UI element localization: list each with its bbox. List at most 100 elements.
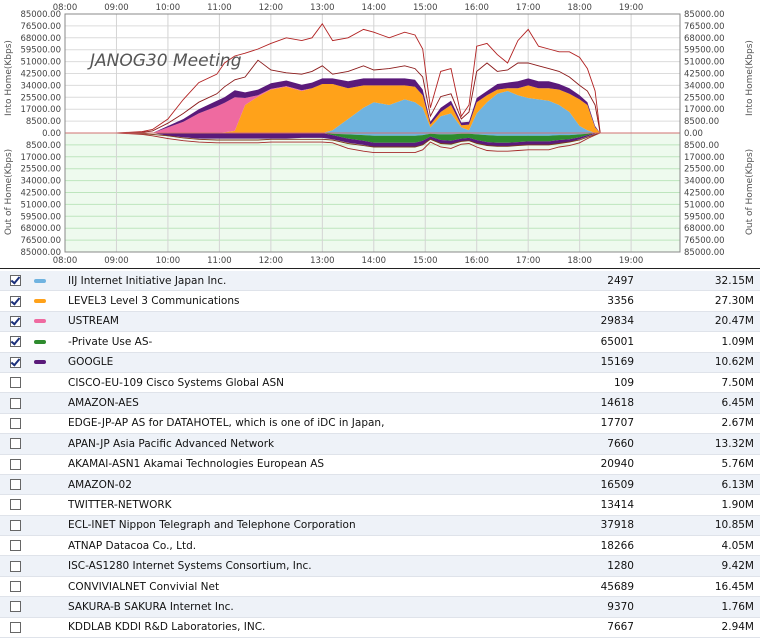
series-color-swatch bbox=[34, 605, 46, 609]
as-row-checkbox[interactable] bbox=[9, 499, 21, 511]
as-row-checkbox[interactable] bbox=[9, 295, 21, 307]
as-row-checkbox[interactable] bbox=[9, 417, 21, 429]
as-traffic-value: 10.85M bbox=[640, 515, 760, 537]
as-number: 109 bbox=[514, 372, 640, 394]
traffic-chart: 08:00 09:00 10:00 11:00 12:00 13:00 14:00 15:00… bbox=[4, 3, 755, 266]
x-ticks-top: 08:00 09:00 10:00 11:00 12:00 13:00 14:00 15:00… bbox=[53, 3, 644, 13]
as-row-checkbox-cell bbox=[0, 617, 30, 638]
as-name: AKAMAI-ASN1 Akamai Technologies European… bbox=[68, 454, 514, 475]
as-row-checkbox[interactable] bbox=[9, 275, 21, 287]
x-tick-label: 09:00 bbox=[104, 256, 129, 266]
as-row-swatch-cell bbox=[30, 454, 68, 475]
as-number: 14618 bbox=[514, 392, 640, 414]
y-tick-label: 25500.00 bbox=[684, 165, 725, 175]
as-row: ECL-INET Nippon Telegraph and Telephone … bbox=[0, 515, 760, 537]
as-row-checkbox[interactable] bbox=[9, 397, 21, 409]
x-tick-label: 13:00 bbox=[310, 256, 335, 266]
as-row-checkbox[interactable] bbox=[9, 519, 21, 531]
into-area-ustream bbox=[65, 84, 680, 133]
as-number: 45689 bbox=[514, 576, 640, 598]
series-color-swatch bbox=[34, 523, 46, 527]
y-tick-label: 59500.00 bbox=[684, 212, 725, 222]
as-row-swatch-cell bbox=[30, 413, 68, 435]
as-name: ISC-AS1280 Internet Systems Consortium, … bbox=[68, 555, 514, 577]
as-row-checkbox[interactable] bbox=[9, 458, 21, 470]
y-tick-label: 25500.00 bbox=[684, 93, 725, 103]
as-traffic-value: 7.50M bbox=[640, 372, 760, 394]
as-row-swatch-cell bbox=[30, 433, 68, 455]
as-row-checkbox[interactable] bbox=[9, 377, 21, 389]
as-name: GOOGLE bbox=[68, 352, 514, 373]
as-row: KDDLAB KDDI R&D Laboratories, INC. 7667 2.… bbox=[0, 617, 760, 638]
x-tick-label: 11:00 bbox=[207, 256, 232, 266]
y-tick-label: 8500.00 bbox=[26, 141, 61, 151]
as-traffic-value: 6.13M bbox=[640, 474, 760, 496]
series-color-swatch bbox=[34, 360, 46, 365]
as-row-checkbox[interactable] bbox=[9, 601, 21, 613]
y-tick-label: 59500.00 bbox=[20, 212, 61, 222]
x-tick-label: 15:00 bbox=[413, 3, 438, 13]
as-row-checkbox[interactable] bbox=[9, 560, 21, 572]
as-traffic-value: 1.90M bbox=[640, 494, 760, 516]
y-tick-label: 34000.00 bbox=[684, 177, 725, 187]
as-row-checkbox-cell bbox=[0, 290, 30, 312]
as-row-checkbox[interactable] bbox=[9, 336, 21, 348]
as-name: TWITTER-NETWORK bbox=[68, 494, 514, 516]
as-name: USTREAM bbox=[68, 311, 514, 333]
x-tick-label: 13:00 bbox=[310, 3, 335, 13]
as-name: IIJ Internet Initiative Japan Inc. bbox=[68, 271, 514, 292]
as-row-checkbox-cell bbox=[0, 352, 30, 373]
series-color-swatch bbox=[34, 421, 46, 425]
as-row-checkbox-cell bbox=[0, 454, 30, 475]
series-color-swatch bbox=[34, 503, 46, 507]
as-row-checkbox-cell bbox=[0, 433, 30, 455]
as-number: 16509 bbox=[514, 474, 640, 496]
as-number: 20940 bbox=[514, 454, 640, 475]
as-traffic-value: 32.15M bbox=[640, 271, 760, 292]
y-tick-label: 85000.00 bbox=[684, 10, 725, 20]
as-row-checkbox[interactable] bbox=[9, 438, 21, 450]
y-tick-label: 8500.00 bbox=[26, 117, 61, 127]
as-row-checkbox[interactable] bbox=[9, 356, 21, 368]
y-tick-label: 17000.00 bbox=[684, 105, 725, 115]
as-number: 17707 bbox=[514, 413, 640, 435]
as-traffic-value: 2.94M bbox=[640, 617, 760, 638]
y-tick-label: 0.00 bbox=[42, 129, 61, 139]
as-row: USTREAM 29834 20.47M bbox=[0, 311, 760, 333]
y-tick-label: 76500.00 bbox=[684, 22, 725, 32]
y-tick-label: 51000.00 bbox=[20, 58, 61, 68]
as-row-checkbox-cell bbox=[0, 372, 30, 394]
y-tick-label: 34000.00 bbox=[20, 81, 61, 91]
as-traffic-value: 20.47M bbox=[640, 311, 760, 333]
as-row-checkbox[interactable] bbox=[9, 581, 21, 593]
as-number: 37918 bbox=[514, 515, 640, 537]
y-tick-label: 8500.00 bbox=[684, 141, 719, 151]
series-color-swatch bbox=[34, 299, 46, 304]
as-row-checkbox[interactable] bbox=[9, 540, 21, 552]
series-color-swatch bbox=[34, 401, 46, 405]
as-row-swatch-cell bbox=[30, 311, 68, 333]
as-traffic-value: 5.76M bbox=[640, 454, 760, 475]
series-color-swatch bbox=[34, 339, 46, 344]
as-row-checkbox[interactable] bbox=[9, 621, 21, 633]
as-row-checkbox[interactable] bbox=[9, 315, 21, 327]
x-tick-label: 19:00 bbox=[619, 3, 644, 13]
as-name: CISCO-EU-109 Cisco Systems Global ASN bbox=[68, 372, 514, 394]
y-tick-label: 51000.00 bbox=[684, 58, 725, 68]
series-color-swatch bbox=[34, 585, 46, 589]
series-color-swatch bbox=[34, 442, 46, 446]
x-tick-label: 12:00 bbox=[259, 3, 284, 13]
y-label-into-left: Into Home(Kbps) bbox=[4, 40, 14, 116]
chart-title: JANOG30 Meeting bbox=[87, 51, 242, 71]
out-area-iij-internet-initiative-japan-inc bbox=[65, 133, 680, 136]
y-label-into-right: Into Home(Kbps) bbox=[745, 40, 755, 116]
x-tick-label: 10:00 bbox=[156, 256, 181, 266]
as-traffic-value: 2.67M bbox=[640, 413, 760, 435]
y-tick-label: 68000.00 bbox=[20, 224, 61, 234]
as-name: AMAZON-AES bbox=[68, 392, 514, 414]
as-row-checkbox[interactable] bbox=[9, 479, 21, 491]
x-tick-label: 08:00 bbox=[53, 3, 78, 13]
as-row: AMAZON-AES 14618 6.45M bbox=[0, 392, 760, 414]
as-number: 1280 bbox=[514, 555, 640, 577]
x-tick-label: 18:00 bbox=[567, 256, 592, 266]
